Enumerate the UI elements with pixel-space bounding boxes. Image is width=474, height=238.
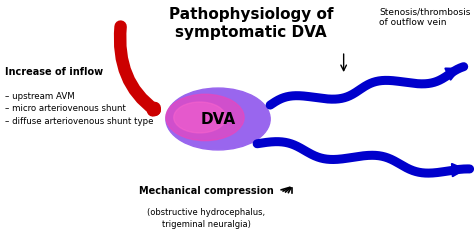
- Text: Stenosis/thrombosis
of outflow vein: Stenosis/thrombosis of outflow vein: [379, 7, 471, 27]
- Text: Mechanical compression: Mechanical compression: [139, 186, 273, 196]
- Ellipse shape: [173, 102, 226, 133]
- Text: – upstream AVM
– micro arteriovenous shunt
– diffuse arteriovenous shunt type: – upstream AVM – micro arteriovenous shu…: [5, 92, 153, 126]
- Ellipse shape: [166, 88, 270, 150]
- Text: Increase of inflow: Increase of inflow: [5, 67, 103, 77]
- Text: (obstructive hydrocephalus,
trigeminal neuralgia): (obstructive hydrocephalus, trigeminal n…: [147, 208, 265, 229]
- FancyArrowPatch shape: [120, 27, 155, 110]
- Ellipse shape: [166, 94, 244, 141]
- Text: DVA: DVA: [201, 111, 236, 127]
- Text: Pathophysiology of
symptomatic DVA: Pathophysiology of symptomatic DVA: [169, 7, 334, 40]
